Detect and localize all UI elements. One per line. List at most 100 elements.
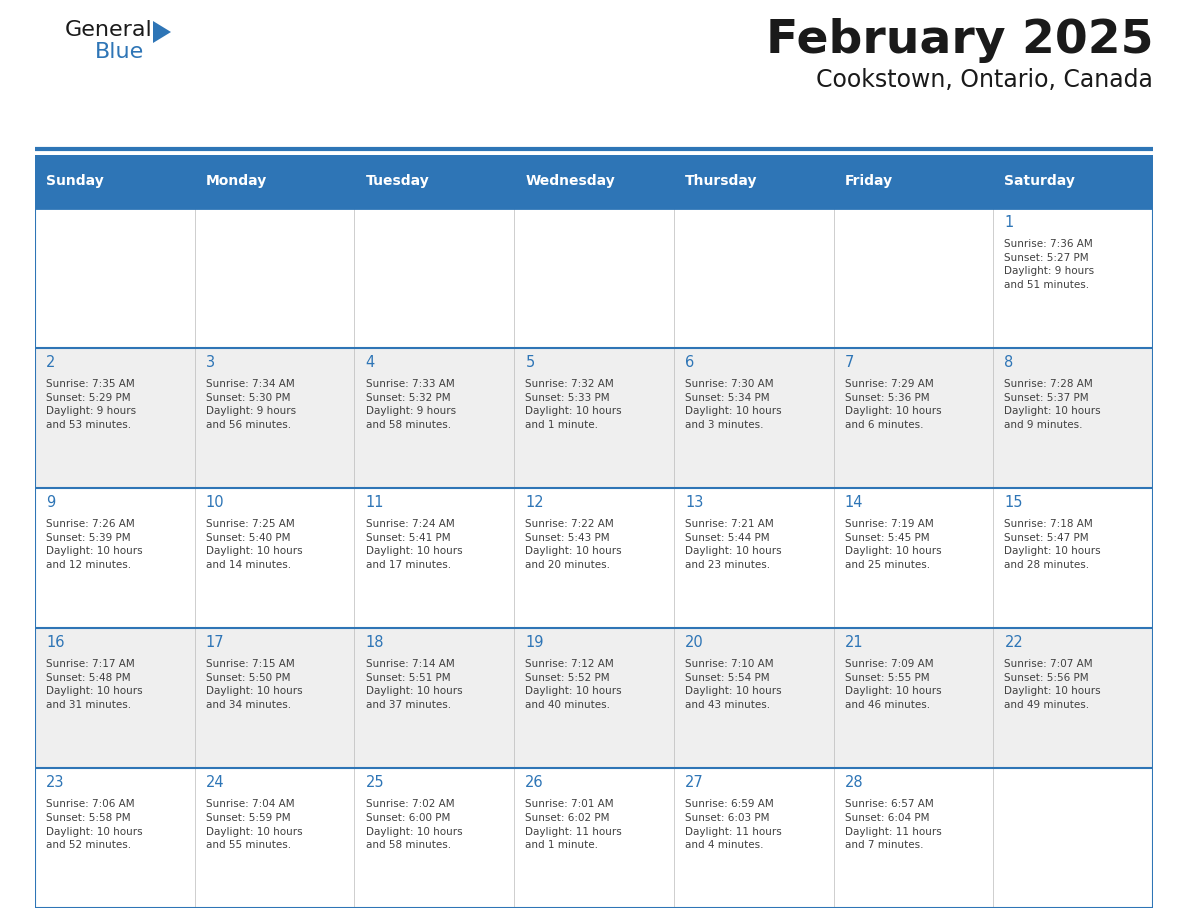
Bar: [354, 487, 514, 628]
Bar: [993, 768, 1154, 908]
Text: Sunrise: 7:33 AM
Sunset: 5:32 PM
Daylight: 9 hours
and 58 minutes.: Sunrise: 7:33 AM Sunset: 5:32 PM Dayligh…: [366, 379, 456, 430]
Text: Sunrise: 7:15 AM
Sunset: 5:50 PM
Daylight: 10 hours
and 34 minutes.: Sunrise: 7:15 AM Sunset: 5:50 PM Dayligh…: [206, 659, 303, 710]
Bar: [354, 155, 514, 207]
Text: Sunrise: 7:19 AM
Sunset: 5:45 PM
Daylight: 10 hours
and 25 minutes.: Sunrise: 7:19 AM Sunset: 5:45 PM Dayligh…: [845, 520, 941, 570]
Bar: [514, 628, 674, 768]
Bar: [34, 768, 195, 908]
Bar: [195, 207, 354, 348]
Text: Sunrise: 7:29 AM
Sunset: 5:36 PM
Daylight: 10 hours
and 6 minutes.: Sunrise: 7:29 AM Sunset: 5:36 PM Dayligh…: [845, 379, 941, 430]
Text: Thursday: Thursday: [685, 174, 758, 188]
Bar: [514, 207, 674, 348]
Text: Sunrise: 6:59 AM
Sunset: 6:03 PM
Daylight: 11 hours
and 4 minutes.: Sunrise: 6:59 AM Sunset: 6:03 PM Dayligh…: [685, 800, 782, 850]
Bar: [834, 628, 993, 768]
Text: General: General: [65, 20, 153, 40]
Bar: [34, 628, 195, 768]
Bar: [993, 155, 1154, 207]
Text: 18: 18: [366, 635, 384, 651]
Text: Sunrise: 7:24 AM
Sunset: 5:41 PM
Daylight: 10 hours
and 17 minutes.: Sunrise: 7:24 AM Sunset: 5:41 PM Dayligh…: [366, 520, 462, 570]
Bar: [354, 628, 514, 768]
Text: Sunrise: 7:25 AM
Sunset: 5:40 PM
Daylight: 10 hours
and 14 minutes.: Sunrise: 7:25 AM Sunset: 5:40 PM Dayligh…: [206, 520, 303, 570]
Bar: [674, 628, 834, 768]
Text: 24: 24: [206, 776, 225, 790]
Text: Sunrise: 7:06 AM
Sunset: 5:58 PM
Daylight: 10 hours
and 52 minutes.: Sunrise: 7:06 AM Sunset: 5:58 PM Dayligh…: [46, 800, 143, 850]
Text: Friday: Friday: [845, 174, 893, 188]
Bar: [514, 155, 674, 207]
Text: 21: 21: [845, 635, 864, 651]
Bar: [195, 155, 354, 207]
Text: 1: 1: [1005, 215, 1013, 230]
Text: 25: 25: [366, 776, 384, 790]
Text: 14: 14: [845, 496, 864, 510]
Text: Sunrise: 7:26 AM
Sunset: 5:39 PM
Daylight: 10 hours
and 12 minutes.: Sunrise: 7:26 AM Sunset: 5:39 PM Dayligh…: [46, 520, 143, 570]
Text: 10: 10: [206, 496, 225, 510]
Bar: [34, 348, 195, 487]
Text: Sunrise: 7:07 AM
Sunset: 5:56 PM
Daylight: 10 hours
and 49 minutes.: Sunrise: 7:07 AM Sunset: 5:56 PM Dayligh…: [1005, 659, 1101, 710]
Text: 23: 23: [46, 776, 64, 790]
Bar: [514, 348, 674, 487]
Bar: [674, 348, 834, 487]
Text: 19: 19: [525, 635, 544, 651]
Text: Monday: Monday: [206, 174, 267, 188]
Bar: [834, 155, 993, 207]
Text: February 2025: February 2025: [765, 18, 1154, 63]
Bar: [834, 487, 993, 628]
Text: 12: 12: [525, 496, 544, 510]
Text: Blue: Blue: [95, 42, 144, 62]
Text: 9: 9: [46, 496, 56, 510]
Text: Sunrise: 7:17 AM
Sunset: 5:48 PM
Daylight: 10 hours
and 31 minutes.: Sunrise: 7:17 AM Sunset: 5:48 PM Dayligh…: [46, 659, 143, 710]
Bar: [354, 207, 514, 348]
Bar: [993, 207, 1154, 348]
Text: 11: 11: [366, 496, 384, 510]
Text: Sunrise: 7:36 AM
Sunset: 5:27 PM
Daylight: 9 hours
and 51 minutes.: Sunrise: 7:36 AM Sunset: 5:27 PM Dayligh…: [1005, 239, 1094, 290]
Text: 20: 20: [685, 635, 703, 651]
Text: Sunrise: 7:01 AM
Sunset: 6:02 PM
Daylight: 11 hours
and 1 minute.: Sunrise: 7:01 AM Sunset: 6:02 PM Dayligh…: [525, 800, 623, 850]
Text: Sunrise: 7:22 AM
Sunset: 5:43 PM
Daylight: 10 hours
and 20 minutes.: Sunrise: 7:22 AM Sunset: 5:43 PM Dayligh…: [525, 520, 623, 570]
Text: Sunrise: 7:04 AM
Sunset: 5:59 PM
Daylight: 10 hours
and 55 minutes.: Sunrise: 7:04 AM Sunset: 5:59 PM Dayligh…: [206, 800, 303, 850]
Text: 27: 27: [685, 776, 703, 790]
Text: 5: 5: [525, 355, 535, 370]
Polygon shape: [153, 21, 171, 43]
Bar: [674, 768, 834, 908]
Text: 13: 13: [685, 496, 703, 510]
Text: 2: 2: [46, 355, 56, 370]
Bar: [354, 348, 514, 487]
Bar: [834, 348, 993, 487]
Text: Sunrise: 7:32 AM
Sunset: 5:33 PM
Daylight: 10 hours
and 1 minute.: Sunrise: 7:32 AM Sunset: 5:33 PM Dayligh…: [525, 379, 623, 430]
Bar: [34, 207, 195, 348]
Text: Sunrise: 7:28 AM
Sunset: 5:37 PM
Daylight: 10 hours
and 9 minutes.: Sunrise: 7:28 AM Sunset: 5:37 PM Dayligh…: [1005, 379, 1101, 430]
Text: Sunrise: 7:35 AM
Sunset: 5:29 PM
Daylight: 9 hours
and 53 minutes.: Sunrise: 7:35 AM Sunset: 5:29 PM Dayligh…: [46, 379, 137, 430]
Bar: [993, 487, 1154, 628]
Bar: [993, 628, 1154, 768]
Text: 8: 8: [1005, 355, 1013, 370]
Text: Sunrise: 7:21 AM
Sunset: 5:44 PM
Daylight: 10 hours
and 23 minutes.: Sunrise: 7:21 AM Sunset: 5:44 PM Dayligh…: [685, 520, 782, 570]
Bar: [195, 628, 354, 768]
Text: Sunrise: 7:34 AM
Sunset: 5:30 PM
Daylight: 9 hours
and 56 minutes.: Sunrise: 7:34 AM Sunset: 5:30 PM Dayligh…: [206, 379, 296, 430]
Text: Sunrise: 7:18 AM
Sunset: 5:47 PM
Daylight: 10 hours
and 28 minutes.: Sunrise: 7:18 AM Sunset: 5:47 PM Dayligh…: [1005, 520, 1101, 570]
Bar: [834, 768, 993, 908]
Text: Saturday: Saturday: [1005, 174, 1075, 188]
Bar: [195, 487, 354, 628]
Bar: [674, 207, 834, 348]
Text: Sunrise: 7:02 AM
Sunset: 6:00 PM
Daylight: 10 hours
and 58 minutes.: Sunrise: 7:02 AM Sunset: 6:00 PM Dayligh…: [366, 800, 462, 850]
Bar: [514, 768, 674, 908]
Text: 15: 15: [1005, 496, 1023, 510]
Text: 22: 22: [1005, 635, 1023, 651]
Text: Cookstown, Ontario, Canada: Cookstown, Ontario, Canada: [816, 68, 1154, 92]
Bar: [354, 768, 514, 908]
Text: Sunrise: 7:14 AM
Sunset: 5:51 PM
Daylight: 10 hours
and 37 minutes.: Sunrise: 7:14 AM Sunset: 5:51 PM Dayligh…: [366, 659, 462, 710]
Bar: [834, 207, 993, 348]
Text: 17: 17: [206, 635, 225, 651]
Text: 3: 3: [206, 355, 215, 370]
Text: Wednesday: Wednesday: [525, 174, 615, 188]
Text: Sunrise: 7:10 AM
Sunset: 5:54 PM
Daylight: 10 hours
and 43 minutes.: Sunrise: 7:10 AM Sunset: 5:54 PM Dayligh…: [685, 659, 782, 710]
Text: Tuesday: Tuesday: [366, 174, 429, 188]
Bar: [195, 348, 354, 487]
Text: 16: 16: [46, 635, 64, 651]
Text: Sunday: Sunday: [46, 174, 103, 188]
Text: Sunrise: 7:09 AM
Sunset: 5:55 PM
Daylight: 10 hours
and 46 minutes.: Sunrise: 7:09 AM Sunset: 5:55 PM Dayligh…: [845, 659, 941, 710]
Bar: [34, 487, 195, 628]
Bar: [674, 487, 834, 628]
Bar: [674, 155, 834, 207]
Text: 4: 4: [366, 355, 375, 370]
Text: 7: 7: [845, 355, 854, 370]
